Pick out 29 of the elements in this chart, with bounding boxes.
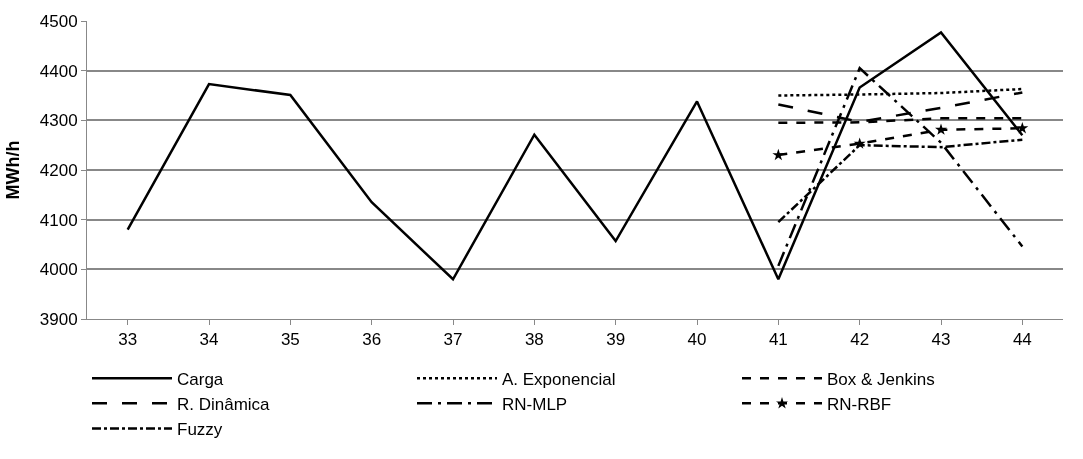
x-tick-label: 41	[768, 330, 788, 350]
x-tick-label: 37	[443, 330, 463, 350]
legend-label: R. Dinâmica	[177, 395, 271, 414]
x-tick-label: 34	[199, 330, 219, 350]
legend-label: RN-RBF	[827, 395, 892, 414]
y-tick-label: 4500	[39, 11, 78, 31]
y-tick-label: 4000	[39, 260, 78, 280]
y-tick-label: 4100	[39, 210, 78, 230]
y-tick-label: 4400	[39, 61, 78, 81]
y-tick-label: 4200	[39, 160, 78, 180]
legend-label: Fuzzy	[177, 420, 223, 440]
x-tick-label: 33	[118, 330, 138, 350]
x-tick-label: 40	[687, 330, 707, 350]
x-tick-label: 38	[524, 330, 544, 350]
x-tick-label: 42	[850, 330, 870, 350]
legend-label: Carga	[177, 369, 224, 389]
point	[1016, 121, 1029, 134]
point	[935, 123, 947, 135]
legend-label: Box & Jenkins	[827, 369, 935, 389]
legend-label: RN-MLP	[502, 395, 568, 414]
x-tick-label: 44	[1012, 330, 1032, 350]
y-axis-title: MWh/h	[2, 140, 23, 200]
y-tick-label: 3900	[39, 309, 78, 329]
x-tick-label: 39	[606, 330, 626, 350]
legend-label: A. Exponencial	[502, 369, 616, 389]
x-tick-label: 35	[280, 330, 300, 350]
x-tick-label: 43	[931, 330, 951, 350]
x-tick-label: 36	[362, 330, 382, 350]
y-tick-label: 4300	[39, 111, 78, 131]
